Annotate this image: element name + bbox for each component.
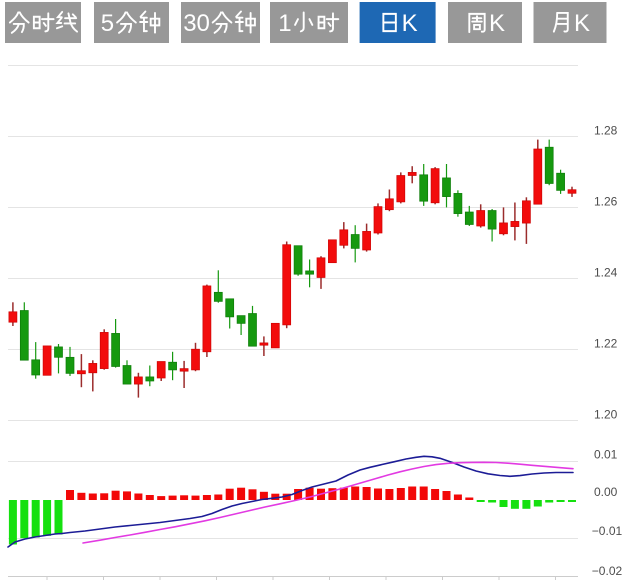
svg-text:−0.02: −0.02 [592,564,623,578]
svg-text:K: K [489,10,505,37]
svg-text:1.26: 1.26 [594,195,618,209]
svg-text:5: 5 [101,10,114,37]
svg-text:0.00: 0.00 [594,485,618,499]
svg-text:1.20: 1.20 [594,408,618,422]
svg-text:30: 30 [183,10,210,37]
svg-text:K: K [402,10,418,37]
svg-text:1.28: 1.28 [594,124,618,138]
svg-text:1.22: 1.22 [594,337,618,351]
svg-text:1: 1 [278,10,291,37]
svg-text:1.24: 1.24 [594,266,618,280]
svg-text:−0.01: −0.01 [592,524,623,538]
svg-text:K: K [574,10,590,37]
svg-text:0.01: 0.01 [594,448,618,462]
